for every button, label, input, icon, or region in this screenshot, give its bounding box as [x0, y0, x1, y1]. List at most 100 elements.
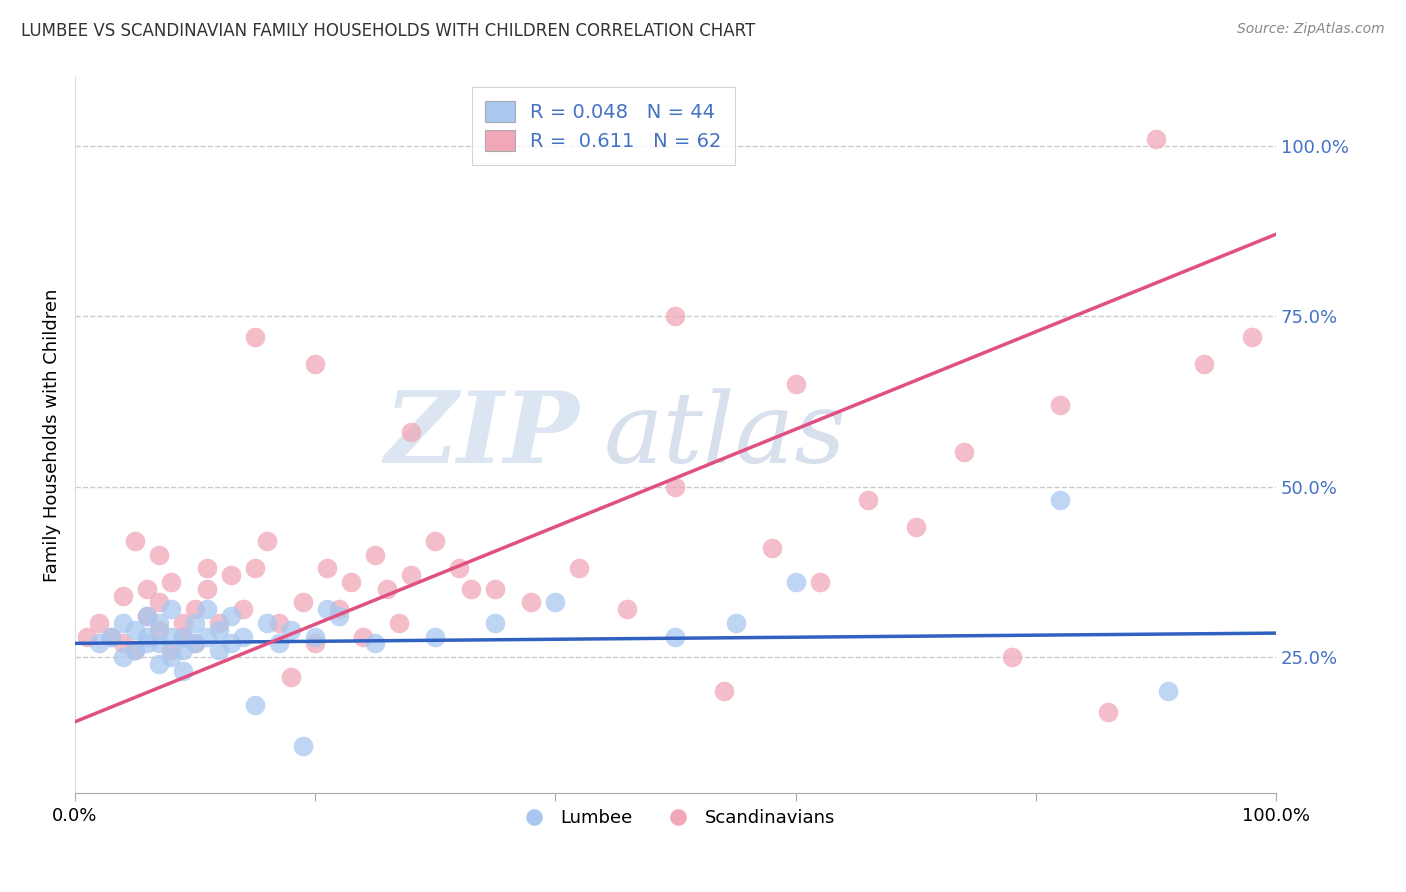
Point: [136, 582, 159, 596]
Point: [425, 534, 447, 549]
Point: [124, 623, 146, 637]
Point: [328, 609, 350, 624]
Point: [785, 377, 807, 392]
Point: [484, 582, 506, 596]
Point: [148, 548, 170, 562]
Point: [160, 574, 183, 589]
Point: [616, 602, 638, 616]
Point: [952, 445, 974, 459]
Text: Source: ZipAtlas.com: Source: ZipAtlas.com: [1237, 22, 1385, 37]
Point: [713, 684, 735, 698]
Point: [160, 643, 183, 657]
Point: [148, 657, 170, 671]
Point: [256, 615, 278, 630]
Point: [100, 630, 122, 644]
Point: [112, 615, 135, 630]
Point: [340, 574, 363, 589]
Point: [664, 479, 686, 493]
Point: [401, 568, 423, 582]
Point: [195, 561, 218, 575]
Point: [243, 561, 266, 575]
Point: [269, 615, 291, 630]
Point: [112, 650, 135, 665]
Text: LUMBEE VS SCANDINAVIAN FAMILY HOUSEHOLDS WITH CHILDREN CORRELATION CHART: LUMBEE VS SCANDINAVIAN FAMILY HOUSEHOLDS…: [21, 22, 755, 40]
Point: [388, 615, 411, 630]
Point: [664, 630, 686, 644]
Point: [292, 739, 315, 753]
Point: [195, 630, 218, 644]
Point: [148, 623, 170, 637]
Point: [232, 630, 254, 644]
Point: [136, 636, 159, 650]
Point: [401, 425, 423, 439]
Text: atlas: atlas: [603, 388, 846, 483]
Point: [172, 664, 194, 678]
Point: [1049, 398, 1071, 412]
Point: [124, 643, 146, 657]
Point: [364, 548, 387, 562]
Point: [761, 541, 783, 555]
Point: [195, 602, 218, 616]
Point: [184, 636, 207, 650]
Point: [484, 615, 506, 630]
Point: [219, 568, 242, 582]
Point: [316, 602, 339, 616]
Point: [364, 636, 387, 650]
Point: [280, 623, 302, 637]
Point: [160, 602, 183, 616]
Point: [195, 582, 218, 596]
Point: [172, 630, 194, 644]
Point: [352, 630, 374, 644]
Text: ZIP: ZIP: [384, 387, 579, 483]
Point: [1192, 357, 1215, 371]
Point: [208, 643, 231, 657]
Point: [184, 636, 207, 650]
Point: [808, 574, 831, 589]
Point: [148, 636, 170, 650]
Point: [280, 670, 302, 684]
Point: [172, 643, 194, 657]
Point: [160, 650, 183, 665]
Point: [243, 329, 266, 343]
Point: [243, 698, 266, 712]
Point: [375, 582, 398, 596]
Point: [136, 609, 159, 624]
Point: [328, 602, 350, 616]
Point: [76, 630, 98, 644]
Point: [1144, 132, 1167, 146]
Point: [1097, 705, 1119, 719]
Point: [208, 615, 231, 630]
Point: [520, 595, 543, 609]
Point: [664, 309, 686, 323]
Point: [208, 623, 231, 637]
Legend: Lumbee, Scandinavians: Lumbee, Scandinavians: [508, 802, 842, 834]
Point: [112, 589, 135, 603]
Point: [856, 493, 879, 508]
Point: [256, 534, 278, 549]
Point: [292, 595, 315, 609]
Point: [172, 630, 194, 644]
Point: [219, 636, 242, 650]
Point: [100, 630, 122, 644]
Point: [304, 357, 326, 371]
Point: [112, 636, 135, 650]
Point: [148, 615, 170, 630]
Point: [136, 630, 159, 644]
Point: [148, 595, 170, 609]
Point: [1049, 493, 1071, 508]
Point: [460, 582, 482, 596]
Point: [232, 602, 254, 616]
Point: [449, 561, 471, 575]
Point: [87, 615, 110, 630]
Point: [87, 636, 110, 650]
Point: [304, 630, 326, 644]
Y-axis label: Family Households with Children: Family Households with Children: [44, 289, 60, 582]
Point: [1001, 650, 1024, 665]
Point: [172, 615, 194, 630]
Point: [904, 520, 927, 534]
Point: [544, 595, 567, 609]
Point: [304, 636, 326, 650]
Point: [785, 574, 807, 589]
Point: [184, 615, 207, 630]
Point: [568, 561, 591, 575]
